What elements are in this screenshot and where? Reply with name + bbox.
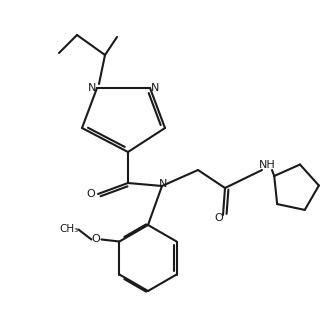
Text: NH: NH — [258, 160, 276, 170]
Text: O: O — [91, 234, 100, 245]
Text: O: O — [87, 189, 95, 199]
Text: N: N — [88, 83, 96, 93]
Text: N: N — [159, 179, 167, 189]
Text: O: O — [215, 213, 223, 223]
Text: CH₃: CH₃ — [60, 225, 79, 234]
Text: N: N — [151, 83, 159, 93]
